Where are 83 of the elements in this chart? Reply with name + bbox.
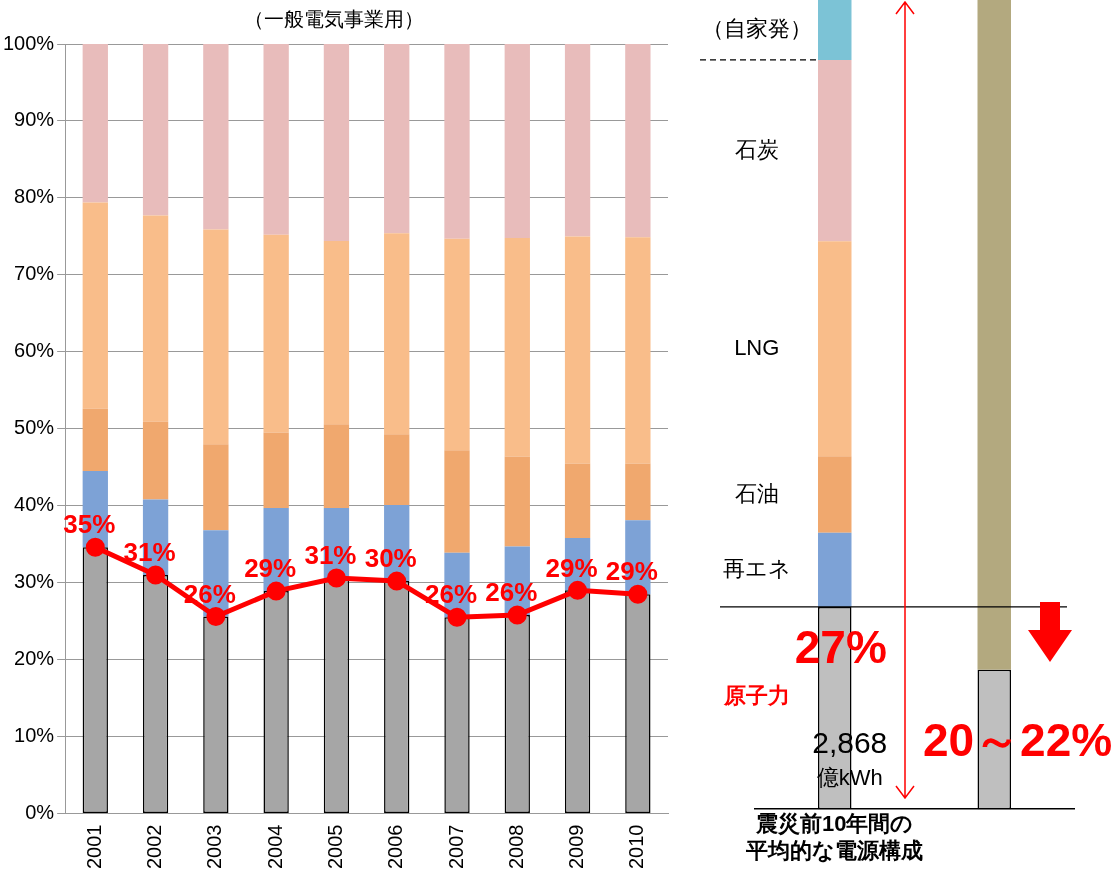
bar (818, 456, 852, 533)
data-label: 35% (63, 509, 116, 540)
bar (444, 238, 470, 451)
series-label: 石炭 (734, 136, 779, 162)
data-label: 30% (364, 543, 417, 574)
bar (142, 421, 169, 500)
bar (203, 44, 229, 230)
bar (444, 44, 470, 239)
y-tick-label: 70% (14, 262, 55, 285)
y-tick-label: 10% (14, 724, 55, 747)
series-label: 石油 (734, 480, 779, 506)
y-tick-label: 100% (3, 31, 55, 54)
point (146, 565, 166, 585)
bar (564, 236, 591, 464)
x-tick-label: 2009 (565, 824, 588, 870)
x-tick-label: 2007 (444, 824, 467, 870)
data-label: 29% (244, 553, 297, 584)
point (507, 605, 527, 625)
y-tick-label: 50% (14, 416, 55, 439)
bar (818, 59, 852, 242)
data-label: 31% (304, 540, 357, 571)
point (447, 607, 467, 627)
bar (818, 532, 852, 607)
data-label: 26% (485, 577, 538, 608)
bar (625, 237, 651, 464)
y-tick-label: 60% (14, 339, 55, 362)
y-tick-label: 20% (14, 647, 55, 670)
bar (444, 450, 470, 553)
point (628, 584, 648, 604)
bar (818, 0, 852, 60)
bar (82, 44, 108, 203)
bar (504, 44, 530, 238)
data-label: 29% (605, 556, 658, 587)
point (387, 571, 407, 591)
bar (504, 237, 530, 457)
point (206, 607, 226, 627)
point (568, 580, 588, 600)
bar (625, 463, 651, 521)
x-tick-label: 震災前10年間の平均的な電源構成 (745, 811, 924, 863)
bar (203, 444, 229, 531)
bar (263, 432, 289, 509)
x-tick-label: 2003 (203, 824, 226, 870)
x-tick-label: 2006 (384, 824, 407, 870)
y-tick-label: 30% (14, 570, 55, 593)
y-tick-label: 0% (25, 801, 55, 824)
bar (818, 241, 852, 457)
bar (263, 44, 289, 235)
bar (323, 240, 350, 425)
bar (384, 434, 410, 505)
y-tick-label: 40% (14, 493, 55, 516)
bar (82, 408, 108, 472)
data-label: 29% (545, 552, 598, 583)
x-tick-label: 2005 (323, 824, 346, 870)
chart-title: （一般電気事業用） (244, 7, 424, 30)
x-tick-label: 2002 (143, 824, 166, 870)
point (326, 568, 346, 588)
x-tick-label: 2008 (504, 824, 527, 870)
series-label: 原子力 (722, 682, 790, 708)
bar (142, 215, 169, 422)
bar (323, 44, 350, 241)
series-label: （自家発） (701, 16, 812, 42)
bar (504, 456, 530, 547)
bar (82, 202, 108, 409)
data-label: 31% (123, 537, 176, 568)
point (266, 581, 286, 601)
bar (203, 229, 229, 445)
point (85, 537, 105, 557)
bar (564, 463, 591, 539)
bar (384, 233, 410, 435)
x-tick-label: 2001 (82, 824, 105, 870)
x-tick-label: 2004 (263, 824, 286, 870)
series-label: LNG (734, 334, 780, 360)
y-tick-label: 90% (14, 108, 55, 131)
bar (564, 44, 591, 237)
bar (977, 0, 1011, 670)
x-tick-label: 2010 (625, 824, 648, 870)
series-label: 再エネ (722, 555, 791, 581)
y-tick-label: 80% (14, 185, 55, 208)
bar (625, 44, 651, 238)
bar (142, 44, 169, 216)
bar (263, 234, 289, 433)
bar (384, 44, 410, 234)
bar (323, 424, 350, 509)
